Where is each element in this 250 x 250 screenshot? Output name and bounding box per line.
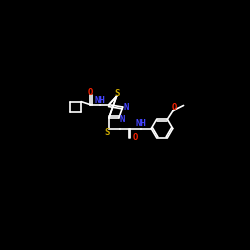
Text: S: S xyxy=(114,89,119,98)
Text: NH: NH xyxy=(94,96,105,104)
Text: N: N xyxy=(119,115,125,124)
Text: NH: NH xyxy=(136,119,146,128)
Text: S: S xyxy=(104,128,109,137)
Text: O: O xyxy=(88,88,93,97)
Text: O: O xyxy=(132,133,138,142)
Text: O: O xyxy=(172,103,177,112)
Text: N: N xyxy=(123,102,128,112)
